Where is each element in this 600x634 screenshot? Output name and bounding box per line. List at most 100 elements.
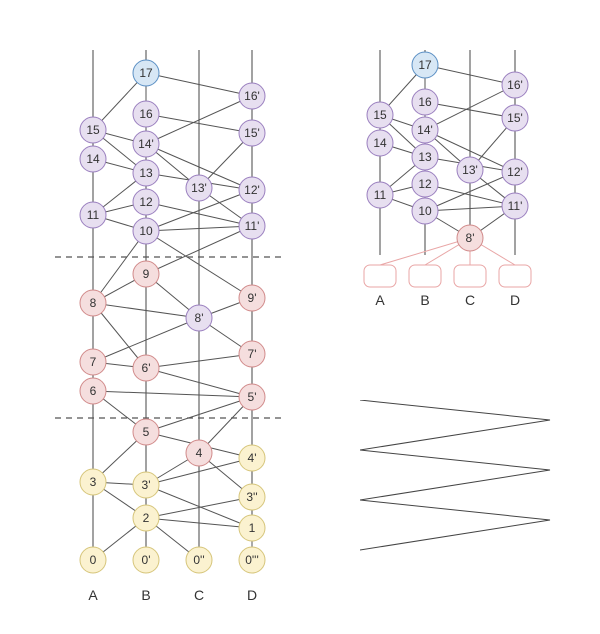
svg-text:2: 2 (143, 511, 150, 525)
node-11p: 11' (239, 213, 265, 239)
svg-text:3: 3 (90, 475, 97, 489)
svg-text:9: 9 (143, 267, 150, 281)
svg-text:0'': 0'' (193, 553, 204, 567)
node-11p: 11' (502, 193, 528, 219)
node-11: 11 (80, 202, 106, 228)
svg-text:13': 13' (462, 163, 478, 177)
svg-text:14': 14' (417, 123, 433, 137)
svg-text:10: 10 (418, 204, 432, 218)
node-17: 17 (412, 52, 438, 78)
node-16: 16 (412, 89, 438, 115)
svg-text:3': 3' (142, 478, 151, 492)
svg-text:1: 1 (249, 521, 256, 535)
node-13p: 13' (457, 157, 483, 183)
col-label-A: A (88, 587, 98, 603)
node-15p: 15' (502, 105, 528, 131)
node-12p: 12' (239, 177, 265, 203)
node-4: 4 (186, 440, 212, 466)
node-6: 6 (80, 378, 106, 404)
node-16p: 16' (502, 72, 528, 98)
svg-text:0': 0' (142, 553, 151, 567)
svg-text:13': 13' (191, 181, 207, 195)
node-14: 14 (367, 130, 393, 156)
svg-text:14: 14 (86, 152, 100, 166)
node-13: 13 (412, 144, 438, 170)
node-5: 5 (133, 419, 159, 445)
node-10: 10 (412, 198, 438, 224)
node-8: 8 (80, 290, 106, 316)
right-top-diagram: 1716'161515'14'141313'12'121111'108'ABCD (348, 10, 548, 330)
svg-text:14': 14' (138, 137, 154, 151)
svg-text:5': 5' (248, 390, 257, 404)
svg-text:5: 5 (143, 425, 150, 439)
svg-text:4: 4 (196, 446, 203, 460)
svg-text:11': 11' (245, 219, 260, 233)
placeholder-box (364, 265, 396, 287)
nodes: 17 16' 16 15 15' 14' 14 13 13' 12' 12 11 11' 10 8' (367, 52, 528, 251)
svg-text:13: 13 (418, 150, 432, 164)
node-13p: 13' (186, 175, 212, 201)
svg-text:8': 8' (466, 231, 475, 245)
svg-text:16': 16' (244, 89, 260, 103)
node-7p: 7' (239, 341, 265, 367)
col-label-B: B (141, 587, 150, 603)
svg-text:6': 6' (142, 361, 151, 375)
node-12: 12 (133, 189, 159, 215)
svg-text:16: 16 (139, 107, 153, 121)
edge (93, 391, 252, 397)
svg-text:11: 11 (374, 188, 387, 202)
svg-text:6: 6 (90, 384, 97, 398)
left-diagram: 1716'161515'14'141313'12'121111'1099'88'… (45, 10, 295, 620)
svg-text:9': 9' (248, 291, 257, 305)
node-12p: 12' (502, 159, 528, 185)
node-0: 0 (80, 547, 106, 573)
svg-text:12': 12' (244, 183, 260, 197)
placeholder-box (454, 265, 486, 287)
svg-text:15': 15' (507, 111, 523, 125)
svg-text:12: 12 (418, 177, 432, 191)
svg-text:7': 7' (248, 347, 257, 361)
svg-text:15': 15' (244, 126, 260, 140)
svg-text:12: 12 (139, 195, 153, 209)
svg-text:12': 12' (507, 165, 523, 179)
node-14: 14 (80, 146, 106, 172)
node-0ppp: 0''' (239, 547, 265, 573)
node-3: 3 (80, 469, 106, 495)
svg-text:17: 17 (139, 66, 153, 80)
svg-text:14: 14 (373, 136, 387, 150)
svg-text:8': 8' (195, 311, 204, 325)
col-label-D: D (510, 292, 520, 308)
node-3pp: 3'' (239, 484, 265, 510)
node-3p: 3' (133, 472, 159, 498)
node-5p: 5' (239, 384, 265, 410)
col-label-C: C (465, 292, 475, 308)
svg-text:11': 11' (508, 199, 523, 213)
node-15: 15 (80, 117, 106, 143)
node-17: 17 (133, 60, 159, 86)
svg-text:8: 8 (90, 296, 97, 310)
svg-text:10: 10 (139, 224, 153, 238)
svg-text:16': 16' (507, 78, 523, 92)
svg-text:13: 13 (139, 166, 153, 180)
svg-text:7: 7 (90, 355, 97, 369)
node-8p: 8' (457, 225, 483, 251)
node-0p: 0' (133, 547, 159, 573)
node-13: 13 (133, 160, 159, 186)
zigzag-diagram (360, 400, 552, 552)
svg-text:15: 15 (373, 108, 387, 122)
node-9: 9 (133, 261, 159, 287)
placeholder-box (499, 265, 531, 287)
svg-text:17: 17 (418, 58, 432, 72)
node-4p: 4' (239, 445, 265, 471)
col-label-D: D (247, 587, 257, 603)
node-15: 15 (367, 102, 393, 128)
node-1: 1 (239, 515, 265, 541)
svg-text:16: 16 (418, 95, 432, 109)
node-16p: 16' (239, 83, 265, 109)
node-8p: 8' (186, 305, 212, 331)
col-label-B: B (420, 292, 429, 308)
node-12: 12 (412, 171, 438, 197)
node-14p: 14' (133, 131, 159, 157)
node-11: 11 (367, 182, 393, 208)
node-14p: 14' (412, 117, 438, 143)
